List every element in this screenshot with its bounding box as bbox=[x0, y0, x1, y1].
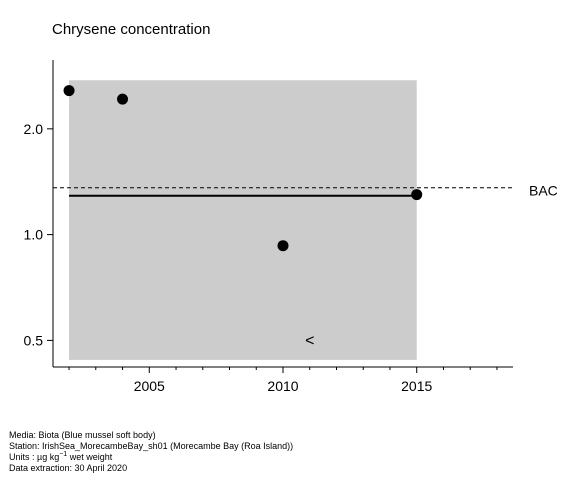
x-tick-label: 2005 bbox=[134, 378, 165, 394]
axes: 2005 2010 2015 0.5 1.0 2.0 bbox=[24, 60, 513, 394]
shaded-band bbox=[69, 80, 417, 360]
footer-extraction: Data extraction: 30 April 2020 bbox=[9, 463, 128, 473]
reference-lines bbox=[53, 187, 513, 197]
data-point bbox=[117, 93, 129, 105]
footer-units-exponent: −1 bbox=[59, 451, 68, 458]
data-point bbox=[277, 240, 289, 252]
footer-station: Station: IrishSea_MorecambeBay_sh01 (Mor… bbox=[9, 441, 294, 451]
chart: Chrysene concentration 2005 2010 2015 0.5 1.… bbox=[24, 21, 558, 394]
footer-units: Units : µg kg−1 wet weight bbox=[9, 451, 293, 463]
y-tick-label: 1.0 bbox=[24, 227, 44, 243]
y-tick-label: 0.5 bbox=[24, 332, 44, 348]
footer-units-suffix: wet weight bbox=[67, 452, 113, 462]
data-point bbox=[411, 189, 423, 201]
x-tick-label: 2015 bbox=[401, 378, 432, 394]
y-tick-label: 2.0 bbox=[24, 121, 44, 137]
footer-media: Media: Biota (Blue mussel soft body) bbox=[9, 430, 156, 440]
bac-label: BAC bbox=[529, 183, 558, 199]
data-point bbox=[63, 85, 75, 97]
x-tick-label: 2010 bbox=[267, 378, 298, 394]
footer: Media: Biota (Blue mussel soft body) Sta… bbox=[9, 430, 293, 474]
chart-title: Chrysene concentration bbox=[52, 21, 210, 38]
data-points: < bbox=[63, 85, 423, 349]
footer-units-prefix: Units : µg kg bbox=[9, 452, 60, 462]
less-than-marker: < bbox=[305, 332, 314, 349]
